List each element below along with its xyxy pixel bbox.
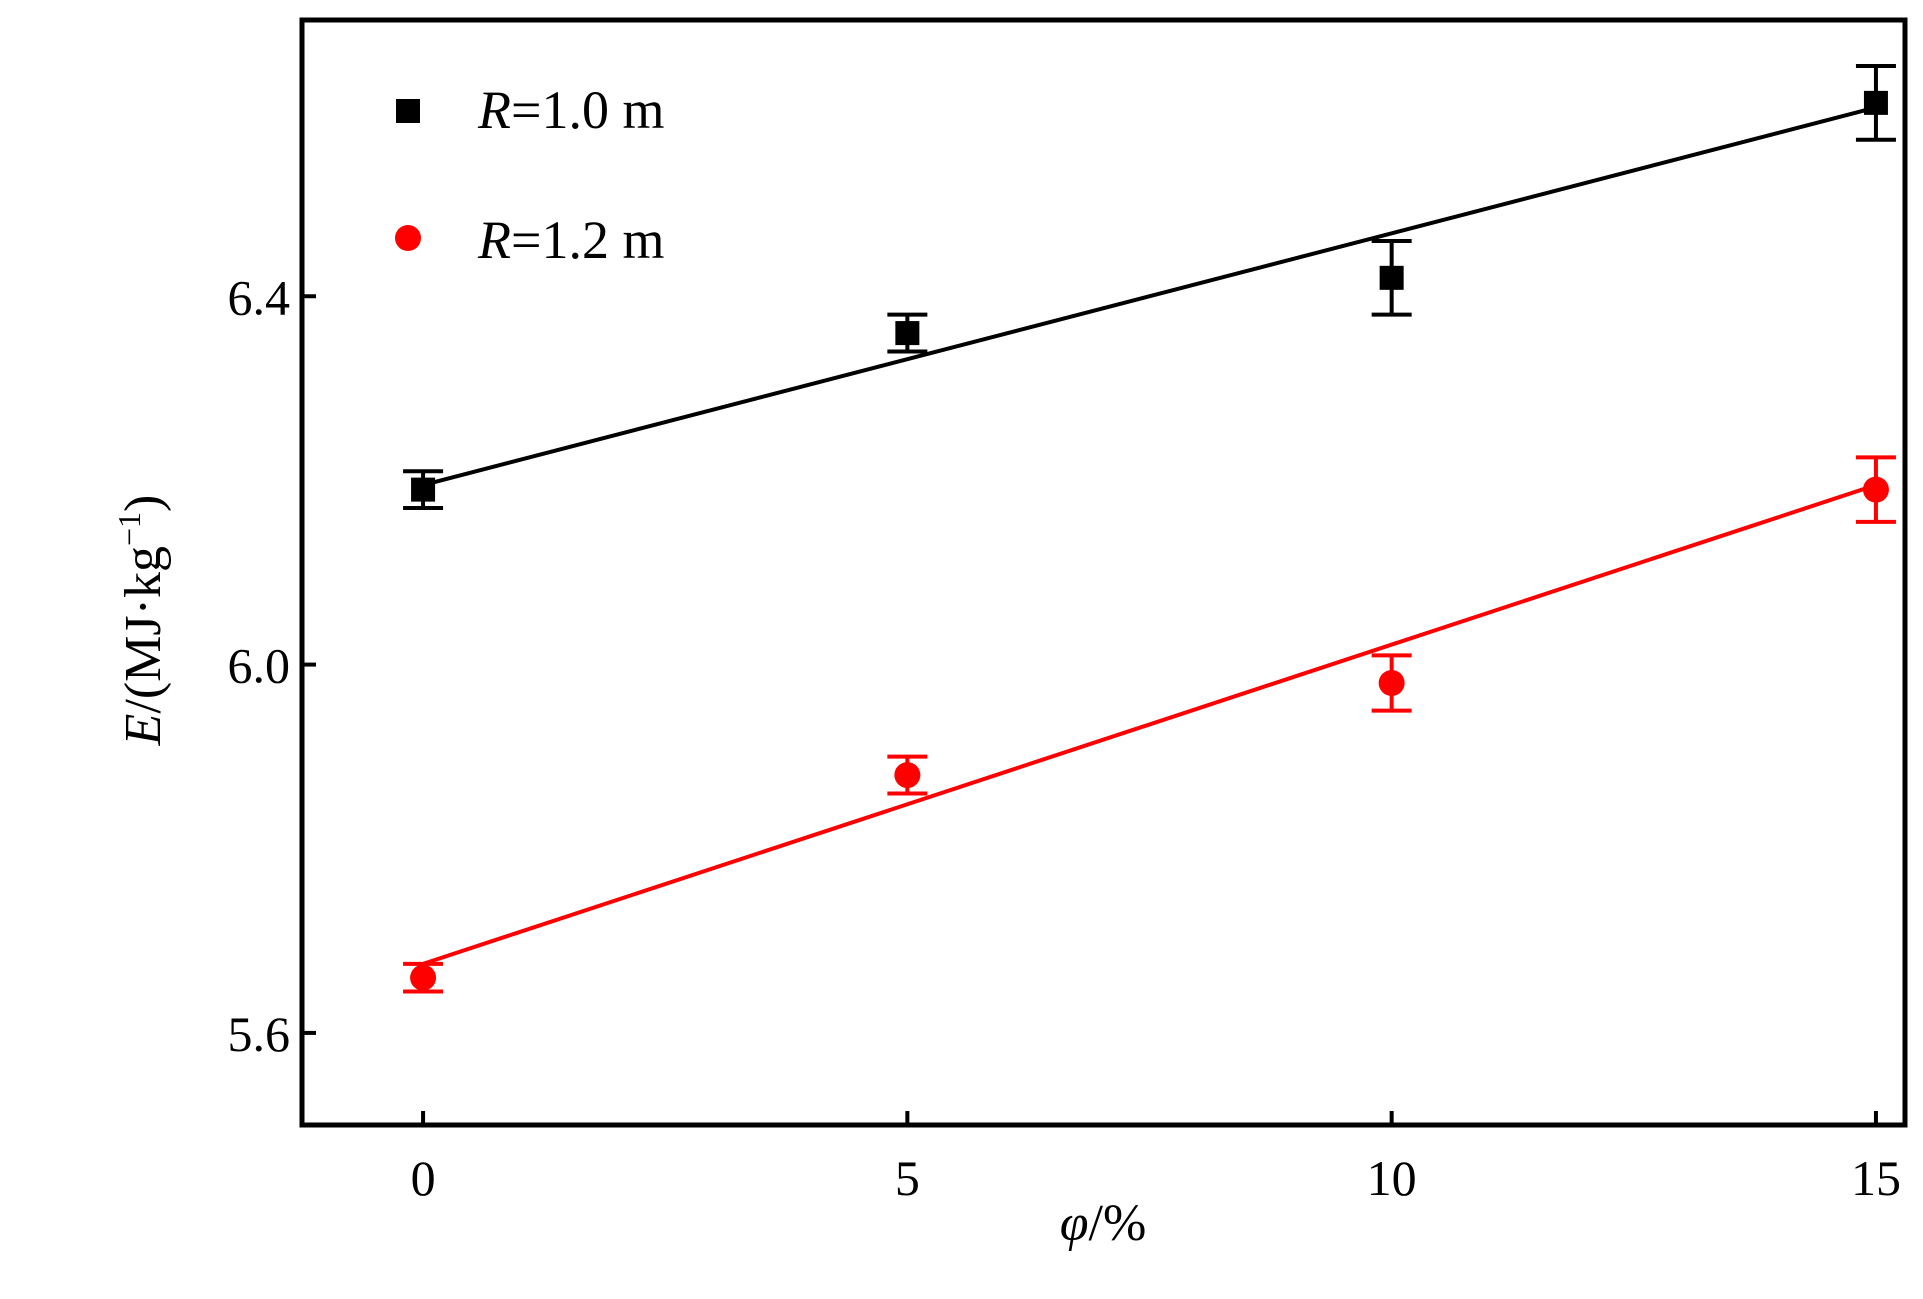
plot-layer [403, 64, 1896, 994]
x-axis-label: φ/% [1060, 1195, 1147, 1252]
data-point [1378, 670, 1405, 696]
y-tick-label: 5.6 [228, 1006, 291, 1062]
y-axis-exponent: −1 [111, 512, 147, 546]
series-1 [403, 64, 1896, 511]
plot-frame [299, 17, 1908, 1128]
data-point [1863, 90, 1888, 115]
data-point [894, 762, 921, 789]
y-axis-label: E/(MJ·kg−1) [111, 495, 172, 747]
legend-value-1: =1.0 m [511, 80, 664, 140]
x-tick-label: 5 [895, 1150, 920, 1206]
legend-label-2: R=1.2 m [477, 210, 664, 270]
legend-label-1: R=1.0 m [477, 80, 664, 140]
legend-square-marker [396, 99, 420, 123]
fit-line [422, 483, 1877, 966]
data-point [1862, 476, 1889, 503]
legend: R=1.0 m R=1.2 m [395, 80, 664, 270]
x-tick-label: 10 [1367, 1150, 1417, 1206]
fit-line [422, 105, 1877, 487]
legend-entry-1: R=1.0 m [396, 80, 664, 140]
data-point [410, 964, 437, 991]
data-point [1379, 265, 1404, 290]
y-axis-unit: /(MJ·kg [115, 546, 172, 714]
x-tick-label: 15 [1851, 1150, 1901, 1206]
series-2 [403, 455, 1896, 994]
x-axis: 0 5 10 15 [411, 1111, 1901, 1206]
legend-symbol-2: R [477, 210, 511, 270]
legend-value-2: =1.2 m [511, 210, 664, 270]
x-axis-symbol: φ [1060, 1195, 1089, 1252]
y-tick-label: 6.0 [228, 638, 291, 694]
y-axis: 5.6 6.0 6.4 [228, 269, 316, 1062]
legend-symbol-1: R [477, 80, 511, 140]
x-axis-unit: /% [1089, 1195, 1147, 1252]
data-point [411, 477, 436, 502]
x-tick-label: 0 [411, 1150, 436, 1206]
legend-circle-marker [395, 225, 421, 251]
y-axis-symbol: E [115, 714, 172, 747]
data-point [895, 321, 920, 346]
y-tick-label: 6.4 [228, 269, 291, 325]
legend-entry-2: R=1.2 m [395, 210, 664, 270]
y-axis-close: ) [115, 495, 172, 512]
